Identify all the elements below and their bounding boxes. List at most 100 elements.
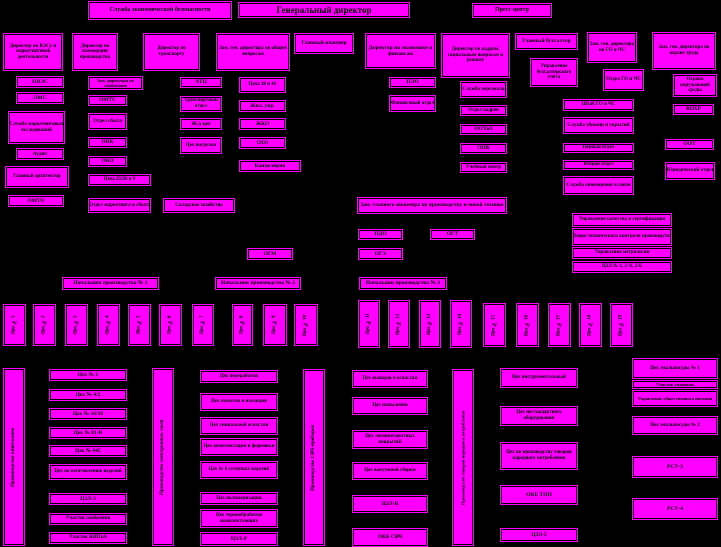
org-box-sales-dept: Отдел сбыта (88, 113, 127, 130)
org-box-deputy-labor-safety: Зам. ген. директора по охране труда (652, 32, 716, 70)
org-box-shops-38-43: Цеха 38 и 43 (239, 77, 286, 93)
org-box-housing-dept: Жил. упр. (239, 100, 286, 112)
org-box-finance-dept: Финансовый отдел (389, 95, 436, 112)
org-box-transport-dept: Транспортный отдел (180, 96, 222, 112)
org-box-loading-shop: Цех погрузки (180, 137, 222, 154)
org-box-s1-czl-3: ЦЗЛ-3 (49, 493, 127, 505)
org-box-chief-accountant: Главный бухгалтер (515, 33, 578, 50)
org-box-chief-engineer: Главный инженер (294, 33, 354, 54)
org-box-environment-dept: Охрана окружающей среды (673, 74, 717, 97)
org-box-dir-economy: Директор по экономике и финансам (365, 33, 436, 69)
org-box-go-chs-dept: Отдел ГО и ЧС (603, 69, 644, 91)
org-box-oge: ОГЭ (358, 248, 403, 260)
org-box-shop-12: Цех № 12 (388, 300, 410, 348)
org-box-dir-commerce: Директор по коммерции производства (72, 33, 118, 71)
org-box-ovk: ОВК (88, 137, 127, 148)
org-box-dir-marketing: Директор по ВЭСу и маркетинговой деятель… (3, 33, 63, 71)
org-box-hr-service: Служба персонала (460, 81, 507, 98)
org-box-s3-coating-shop: Цех напыления (352, 397, 428, 415)
org-box-s2-grid-shop: Цех № 8 сеточных изделий (200, 461, 278, 479)
org-box-peo: ПЭО (389, 77, 436, 88)
org-box-zhko: ЖКО (239, 118, 286, 130)
org-box-s2-processing-shop: Цех переработки (200, 370, 278, 383)
org-box-shop-5: Цех № 5 (128, 304, 151, 346)
org-box-deputy-go-chs: Зам. ген. директора по ГО и ЧС (587, 32, 637, 63)
org-box-s3-vacuum-shop: Цех вакуумной сборки (352, 462, 428, 480)
org-box-oho: ОХО (239, 137, 286, 149)
org-box-s3-leads-shop: Цех выводов и оснастки (352, 370, 428, 388)
org-box-s4-okb-tnp: ОКБ ТНП (500, 485, 578, 505)
org-box-shop-16: Цех № 16 (516, 303, 539, 347)
org-box-s2-assembly-shop: Цех комплектации и формовки (200, 438, 278, 456)
org-box-s5-enamel-shop-2: Цех эмальпосуды № 2 (632, 416, 718, 435)
org-box-s4-tool-shop: Цех инструментальный (500, 368, 578, 388)
org-box-ogm: ОГМ (247, 248, 293, 260)
org-box-production-head-2: Начальник производства № 2 (215, 277, 301, 290)
org-box-audit: Аудит (16, 148, 64, 160)
org-box-ogt: ОГТ (430, 229, 475, 240)
org-box-quality-control-bureau: Бюро технического контроля производств (572, 228, 672, 246)
org-box-marketing-research: Служба маркетинговых исследований (8, 111, 65, 144)
org-box-training-center: Учебный центр (460, 162, 507, 173)
org-box-production-bar-lamps: Производство электронных ламп (152, 368, 174, 546)
org-box-production-bar-tnp: Производство товаров народного потреблен… (452, 369, 474, 546)
org-box-dir-hr: Директор по кадрам, социальным вопросам … (441, 33, 510, 78)
org-box-production-head-3: Начальник производства № 3 (359, 277, 447, 290)
org-box-marketing-sales-dept: Отдел маркетинга и сбыта (88, 198, 151, 213)
org-box-shop-4: Цех № 4 (97, 304, 120, 346)
org-box-oms: ОМС (16, 92, 64, 104)
org-box-shop-8: Цех № 8 (232, 304, 253, 346)
org-box-shop-18: Цех № 18 (579, 303, 602, 347)
org-box-s1-shop-4-2: Цех № 4/2 (49, 389, 127, 401)
org-box-s3-luminescent-shop: Цех люминесцентных покрытий (352, 430, 428, 449)
org-box-s1-supply-section: Участок снабжения (49, 513, 127, 525)
org-box-shop-10: Цех № 10 (294, 304, 318, 346)
org-box-shop-7: Цех № 7 (192, 304, 214, 346)
org-box-s3-czl-v: ЦЗЛ-В (352, 495, 428, 513)
org-box-s2-thermal-shop: Цех термообработки комплектующих (200, 509, 278, 528)
org-box-shelter-service: Служба убежищ и укрытий (563, 117, 634, 134)
org-box-s4-tnp-shop: Цех по производству товаров народного по… (500, 442, 578, 470)
org-box-s1-shop-3: Цех № 3 (49, 369, 127, 381)
org-box-s1-shop-81v: Цех № 81-В (49, 427, 127, 439)
org-box-s5-rsu-3: РСУ-3 (632, 456, 718, 478)
org-box-press-center: Пресс-центр (472, 3, 552, 18)
org-box-signal-service: Служба оповещения и связи (563, 176, 634, 195)
org-box-oves: ОВЭС (16, 76, 64, 88)
org-box-shop-9: Цех № 9 (263, 304, 287, 346)
org-box-czl-1-2: ЦЗЛ № 1, 2-А, 2-Б (572, 261, 672, 273)
org-box-oot: ООТ (665, 139, 714, 150)
org-box-accounting-office: Управление бухгалтерского учёта (530, 58, 578, 87)
org-box-production-bar-kinescopes: Производство кинескопов (3, 368, 25, 546)
org-box-shop-2: Цех № 2 (33, 304, 56, 346)
org-box-production-bar-svch: Производство СВЧ-приборов (303, 369, 325, 546)
org-box-dir-transport: Директор по транспорту (143, 33, 200, 71)
org-box-shops-25-26-9: Цеха 25/26 и 9 (88, 174, 151, 186)
org-box-atc: АТЦ (180, 77, 222, 88)
org-box-opk: ОПК (460, 143, 507, 154)
org-box-s2-polymer-shop: Цех полимеризации (200, 492, 278, 505)
org-box-chief-architect: Главный архитектор (5, 166, 69, 188)
org-box-shop-17: Цех № 17 (548, 303, 571, 347)
org-box-s1-shop-16-10: Цех № 16/10 (49, 408, 127, 420)
org-box-shop-11: Цех № 11 (358, 300, 380, 348)
org-box-s5-catering-office: Управление общественного питания (632, 390, 718, 407)
org-box-metrology-office: Управление метрологии (572, 247, 672, 259)
org-box-legal-dept: Юридический отдел (665, 162, 715, 180)
org-box-oko: ОКО (88, 156, 127, 167)
org-box-shop-19: Цех № 19 (610, 303, 633, 347)
org-box-shop-15: Цех № 15 (483, 303, 506, 347)
org-box-quality-office: Управление качества и сертификации (572, 213, 672, 227)
org-box-deputy-general-affairs: Зам. ген. директора по общим вопросам (216, 33, 290, 71)
org-box-omto: ОМТО (8, 195, 64, 207)
org-box-chancellery: Канцелярия (239, 160, 301, 172)
org-box-s3-okb-svch: ОКБ СВЧ (352, 528, 428, 547)
org-box-rail-shop: Ж/д цех (180, 118, 222, 130)
org-box-s2-winding-shop: Цех намотки и изоляции (200, 393, 278, 411)
org-box-deputy-supply: Зам. директора по снабжению (88, 76, 143, 90)
org-box-s5-enamel-shop-1: Цех эмальпосуды № 1 (632, 358, 718, 379)
org-box-s4-czl-5: ЦЗЛ-5 (500, 528, 578, 542)
org-box-s2-czl-r: ЦЗЛ-Р (200, 532, 278, 546)
org-box-omts: ОМТС (88, 95, 127, 106)
